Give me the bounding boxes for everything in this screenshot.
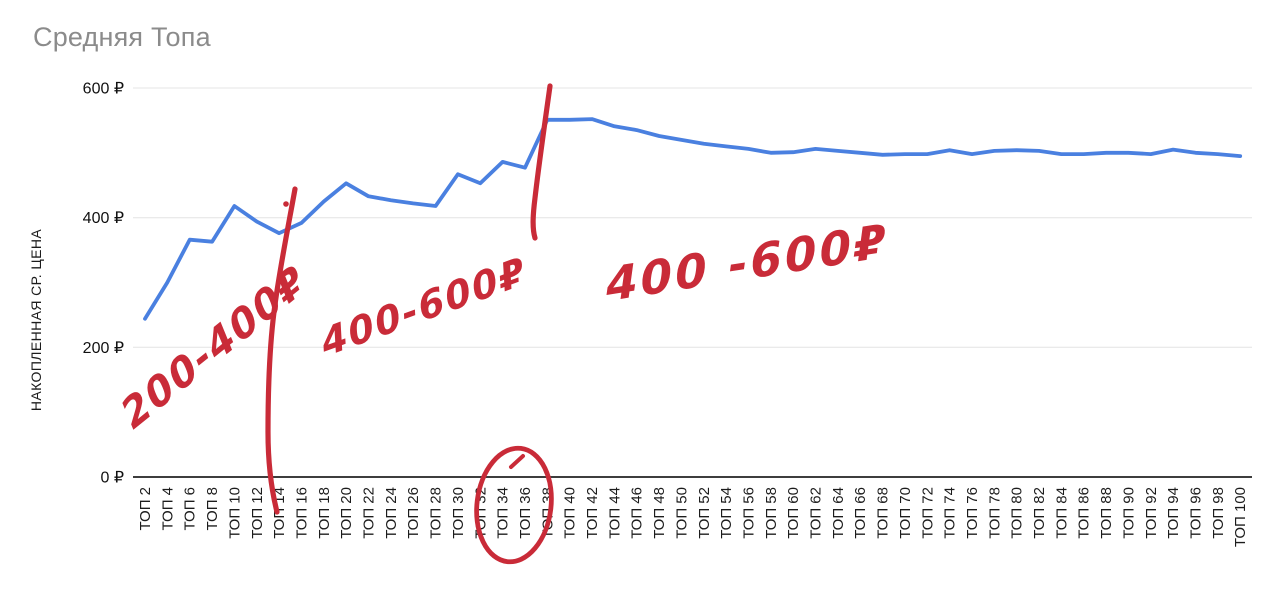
x-tick-label: ТОП 22 <box>361 487 378 539</box>
x-tick-label: ТОП 84 <box>1053 487 1070 539</box>
x-tick-label: ТОП 40 <box>562 487 579 539</box>
x-tick-label: ТОП 18 <box>316 487 333 539</box>
x-tick-label: ТОП 94 <box>1165 487 1182 539</box>
x-tick-label: ТОП 80 <box>1009 487 1026 539</box>
annotation-ink-dot <box>283 201 289 207</box>
x-tick-label: ТОП 92 <box>1143 487 1160 539</box>
x-tick-label: ТОП 60 <box>785 487 802 539</box>
x-tick-label: ТОП 44 <box>606 487 623 539</box>
y-tick-label: 200 ₽ <box>83 340 124 357</box>
x-tick-label: ТОП 90 <box>1120 487 1137 539</box>
y-axis-title: НАКОПЛЕННАЯ СР. ЦЕНА <box>28 228 44 412</box>
chart-title: Средняя Топа <box>33 22 211 52</box>
x-tick-label: ТОП 24 <box>383 487 400 539</box>
y-tick-label: 600 ₽ <box>83 81 124 98</box>
x-tick-label: ТОП 36 <box>517 487 534 539</box>
x-tick-label: ТОП 74 <box>942 487 959 539</box>
x-tick-label: ТОП 8 <box>204 487 221 530</box>
x-tick-label: ТОП 6 <box>182 487 199 530</box>
x-tick-label: ТОП 88 <box>1098 487 1115 539</box>
annotation-circle-top34-36 <box>474 445 554 565</box>
x-tick-label: ТОП 28 <box>428 487 445 539</box>
x-tick-label: ТОП 48 <box>651 487 668 539</box>
x-tick-label: ТОП 66 <box>852 487 869 539</box>
annotation-stroke-top38 <box>530 83 553 241</box>
x-tick-label: ТОП 82 <box>1031 487 1048 539</box>
x-tick-label: ТОП 50 <box>673 487 690 539</box>
x-tick-label: ТОП 100 <box>1232 487 1249 547</box>
x-tick-label: ТОП 70 <box>897 487 914 539</box>
x-tick-label: ТОП 78 <box>986 487 1003 539</box>
x-tick-label: ТОП 42 <box>584 487 601 539</box>
x-tick-label: ТОП 4 <box>159 487 176 530</box>
x-tick-label: ТОП 2 <box>137 487 154 530</box>
annotation-dash <box>509 454 525 469</box>
x-tick-label: ТОП 20 <box>338 487 355 539</box>
y-tick-label: 0 ₽ <box>100 470 124 487</box>
x-tick-label: ТОП 52 <box>696 487 713 539</box>
x-tick-label: ТОП 32 <box>472 487 489 539</box>
annotation-stroke-top14 <box>265 186 298 515</box>
x-tick-label: ТОП 76 <box>964 487 981 539</box>
x-tick-label: ТОП 38 <box>539 487 556 539</box>
y-tick-label: 400 ₽ <box>83 210 124 227</box>
x-tick-label: ТОП 86 <box>1076 487 1093 539</box>
x-tick-label: ТОП 26 <box>405 487 422 539</box>
x-tick-label: ТОП 30 <box>450 487 467 539</box>
x-tick-label: ТОП 34 <box>495 487 512 539</box>
x-tick-label: ТОП 72 <box>919 487 936 539</box>
x-tick-label: ТОП 12 <box>249 487 266 539</box>
x-tick-label: ТОП 98 <box>1210 487 1227 539</box>
x-tick-label: ТОП 96 <box>1188 487 1205 539</box>
x-tick-label: ТОП 10 <box>226 487 243 539</box>
x-tick-label: ТОП 16 <box>294 487 311 539</box>
x-tick-label: ТОП 56 <box>741 487 758 539</box>
x-tick-label: ТОП 58 <box>763 487 780 539</box>
x-tick-label: ТОП 14 <box>271 487 288 539</box>
x-tick-label: ТОП 54 <box>718 487 735 539</box>
x-tick-label: ТОП 68 <box>875 487 892 539</box>
annotation-text-200-400: 200-400₽ <box>113 256 316 439</box>
x-tick-label: ТОП 62 <box>808 487 825 539</box>
x-tick-label: ТОП 64 <box>830 487 847 539</box>
annotation-text-400-600-right: 400 -600₽ <box>604 213 891 313</box>
x-tick-label: ТОП 46 <box>629 487 646 539</box>
annotation-text-400-600-left: 400-600₽ <box>316 248 532 366</box>
